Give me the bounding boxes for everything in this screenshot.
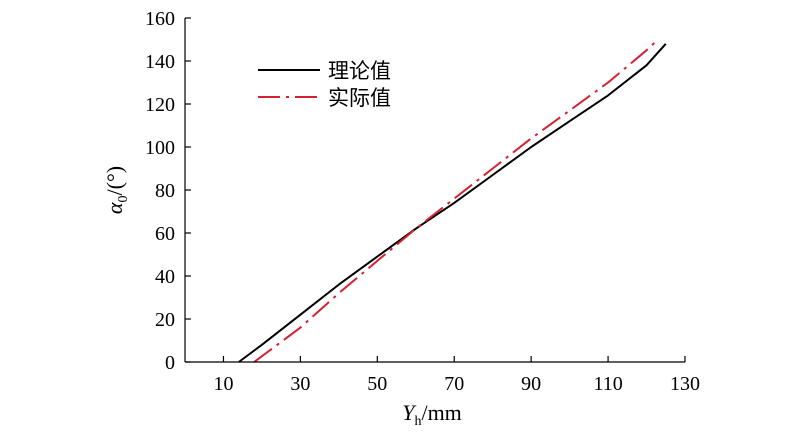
series-line-1 [253, 38, 659, 363]
y-tick-label: 120 [145, 94, 175, 116]
x-tick-label: 70 [444, 373, 464, 395]
x-tick-label: 110 [593, 373, 622, 395]
y-tick-label: 60 [155, 223, 175, 245]
x-tick-label: 90 [521, 373, 541, 395]
y-axis-ticks: 0 20 40 60 80 100 120 140 160 [145, 8, 191, 374]
series-line-0 [238, 43, 667, 363]
x-axis-title: Yh/mm [402, 400, 462, 429]
y-axis-title: α0/(°) [102, 166, 131, 214]
y-tick-label: 160 [145, 8, 175, 30]
legend-label-actual: 实际值 [328, 86, 391, 110]
x-tick-label: 130 [670, 373, 700, 395]
y-tick-label: 0 [165, 352, 175, 374]
y-tick-label: 140 [145, 51, 175, 73]
x-tick-label: 50 [367, 373, 387, 395]
x-tick-label: 10 [213, 373, 233, 395]
y-tick-label: 20 [155, 309, 175, 331]
y-tick-label: 100 [145, 137, 175, 159]
legend-label-theoretical: 理论值 [328, 59, 391, 83]
legend: 理论值 实际值 [258, 59, 391, 110]
series-layer [238, 38, 667, 363]
y-tick-label: 40 [155, 266, 175, 288]
x-axis-ticks: 10 30 50 70 90 110 130 [213, 356, 700, 395]
y-tick-label: 80 [155, 180, 175, 202]
x-tick-label: 30 [290, 373, 310, 395]
